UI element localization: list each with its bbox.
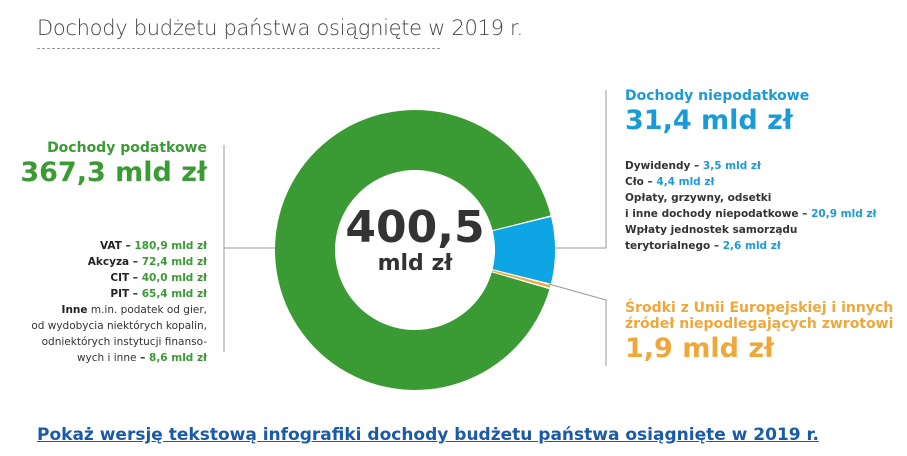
text-version-link[interactable]: Pokaż wersję tekstową infografiki dochod…	[37, 425, 819, 445]
donut-slice-nontax	[492, 216, 556, 284]
eu-value: 1,9 mld zł	[625, 333, 775, 364]
tax-item: CIT – 40,0 mld zł	[110, 272, 207, 284]
nontax-item: Cło – 4,4 mld zł	[625, 176, 715, 188]
nontax-label: Dochody niepodatkowe	[625, 88, 810, 104]
page-title: Dochody budżetu państwa osiągnięte w 201…	[37, 16, 523, 40]
nontax-item: Wpłaty jednostek samorządu	[625, 224, 798, 236]
donut-slice-tax	[274, 109, 551, 390]
tax-item-other: Inne m.in. podatek od gier,	[61, 304, 207, 316]
donut-center-total: 400,5 mld zł	[335, 202, 495, 277]
tax-item: VAT – 180,9 mld zł	[99, 240, 207, 252]
nontax-value: 31,4 mld zł	[625, 105, 793, 136]
tax-item: PIT – 65,4 mld zł	[110, 288, 207, 300]
tax-revenue-panel: Dochody podatkowe 367,3 mld zł VAT – 180…	[20, 140, 207, 364]
tax-item: Akcyza – 72,4 mld zł	[87, 256, 207, 268]
tax-label: Dochody podatkowe	[47, 140, 207, 156]
total-unit: mld zł	[377, 251, 453, 276]
tax-value: 367,3 mld zł	[20, 157, 207, 188]
nontax-leader-line	[553, 90, 607, 249]
nontax-item: Opłaty, grzywny, odsetki	[625, 192, 772, 204]
eu-label: Środki z Unii Europejskiej i innych	[625, 300, 894, 316]
donut-slice-eu	[492, 270, 551, 288]
tax-leader-line	[223, 145, 276, 352]
eu-leader-line	[548, 283, 607, 366]
total-value: 400,5	[345, 202, 485, 253]
eu-funds-panel: Środki z Unii Europejskiej i innych źród…	[625, 300, 894, 364]
nontax-revenue-panel: Dochody niepodatkowe 31,4 mld zł Dywiden…	[625, 88, 877, 252]
title-divider	[37, 48, 440, 49]
nontax-item: Dywidendy – 3,5 mld zł	[625, 160, 761, 172]
